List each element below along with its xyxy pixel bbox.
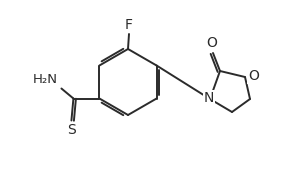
Text: H₂N: H₂N xyxy=(33,73,58,86)
Text: O: O xyxy=(249,69,260,83)
Text: O: O xyxy=(206,36,217,50)
Text: S: S xyxy=(67,124,76,138)
Text: N: N xyxy=(204,91,214,105)
Text: F: F xyxy=(125,18,133,32)
